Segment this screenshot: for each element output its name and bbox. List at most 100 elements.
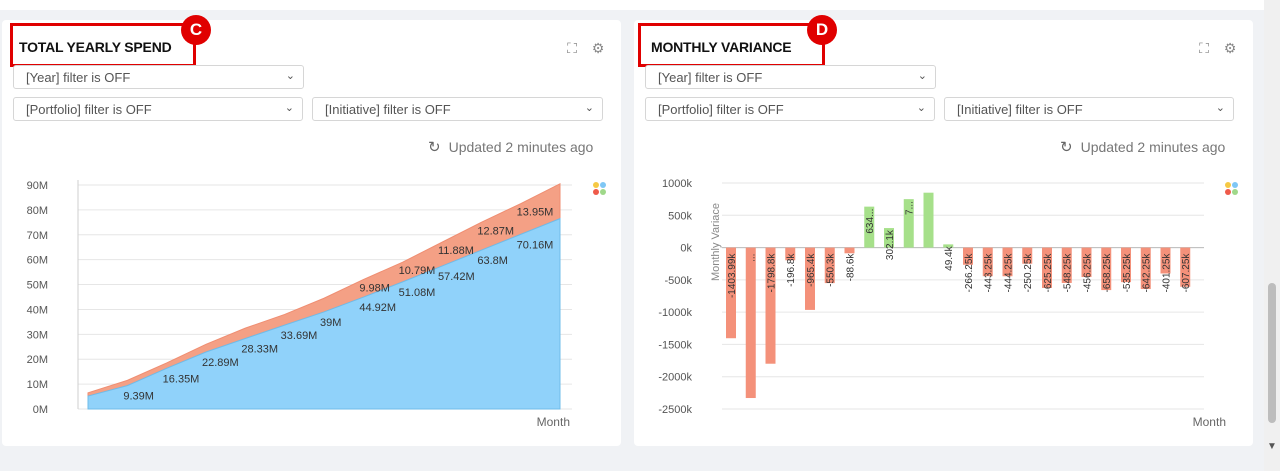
bar-data-label: 634... (865, 209, 876, 234)
bar-data-label: -88.6k (846, 253, 857, 282)
scrollbar-thumb[interactable] (1268, 283, 1276, 423)
bar-data-label: -196.8k (786, 253, 797, 287)
variance-bar (864, 206, 875, 248)
bar-data-label: ... (747, 254, 758, 262)
x-axis-label: Month (1193, 415, 1226, 429)
chevron-down-icon: ⌄ (917, 70, 927, 82)
variance-bar (1081, 247, 1092, 278)
spend-data-label: 57.42M (438, 271, 475, 283)
total-data-label: 11.88M (438, 245, 474, 257)
bar-data-label: -444.25k (1004, 253, 1015, 293)
scroll-down-arrow-icon[interactable]: ▼ (1267, 441, 1277, 452)
refresh-icon[interactable]: ↻ (428, 139, 441, 156)
legend-toggle-icon[interactable] (1225, 182, 1239, 196)
variance-bar (824, 247, 835, 284)
variance-bar (1042, 247, 1052, 288)
panel-tools: ⛶ ⚙ (1196, 40, 1238, 56)
year-filter-value: [Year] filter is OFF (658, 70, 763, 85)
expand-icon[interactable]: ⛶ (567, 40, 577, 56)
expand-icon[interactable]: ⛶ (1199, 40, 1209, 56)
chevron-down-icon: ⌄ (285, 70, 295, 82)
bar-data-label: -548.25k (1063, 253, 1074, 293)
variance-bar (1101, 247, 1112, 291)
y-tick-label: -2500k (658, 404, 692, 416)
variance-bar (1121, 247, 1131, 283)
year-filter-select[interactable]: [Year] filter is OFF ⌄ (13, 65, 304, 89)
updated-text: Updated 2 minutes ago (1080, 139, 1226, 155)
y-axis-label: Monthly Variace (710, 203, 722, 281)
variance-bar (923, 192, 934, 248)
y-tick-label: 20M (27, 354, 48, 366)
monthly-variance-panel: MONTHLY VARIANCE D ⛶ ⚙ [Year] filter is … (634, 15, 1253, 446)
variance-bar (1002, 247, 1013, 277)
panel-title: TOTAL YEARLY SPEND (19, 39, 172, 55)
chevron-down-icon: ⌄ (916, 102, 926, 114)
portfolio-filter-select[interactable]: [Portfolio] filter is OFF ⌄ (645, 97, 935, 121)
bar-data-label: 49.4k (944, 245, 955, 270)
gear-icon[interactable]: ⚙ (1223, 40, 1237, 56)
bar-data-label: -965.4k (806, 253, 817, 287)
y-tick-label: -1500k (658, 339, 692, 351)
bar-data-label: -401.25k (1162, 253, 1173, 293)
updated-text: Updated 2 minutes ago (448, 139, 594, 155)
x-axis-label: Month (537, 415, 570, 429)
chevron-down-icon: ⌄ (284, 102, 294, 114)
variance-bar (1160, 247, 1171, 274)
variance-bar (844, 247, 855, 254)
bar-data-label: -642.25k (1142, 253, 1153, 293)
variance-bar (963, 247, 973, 265)
variance-bar (903, 199, 914, 248)
y-tick-label: 40M (27, 304, 48, 316)
y-tick-label: 0k (680, 243, 692, 255)
total-data-label: 9.98M (359, 283, 390, 295)
total-data-label: 13.95M (517, 207, 554, 219)
initiative-filter-value: [Initiative] filter is OFF (325, 102, 451, 117)
initiative-filter-select[interactable]: [Initiative] filter is OFF ⌄ (944, 97, 1234, 121)
bar-data-label: -607.25k (1181, 253, 1192, 293)
y-tick-label: -1000k (658, 307, 692, 319)
initiative-filter-select[interactable]: [Initiative] filter is OFF ⌄ (312, 97, 603, 121)
bar-data-label: 302.1k (885, 229, 896, 260)
y-tick-label: 500k (668, 210, 692, 222)
bar-data-label: -456.25k (1083, 253, 1094, 293)
variance-bar (1180, 247, 1191, 287)
spend-data-label: 9.39M (123, 391, 154, 403)
portfolio-filter-select[interactable]: [Portfolio] filter is OFF ⌄ (13, 97, 303, 121)
variance-bar (745, 247, 756, 399)
y-tick-label: -500k (664, 275, 692, 287)
y-tick-label: 30M (27, 329, 48, 341)
panel-title-callout: TOTAL YEARLY SPEND (10, 23, 196, 67)
gear-icon[interactable]: ⚙ (591, 40, 605, 56)
updated-status: ↻ Updated 2 minutes ago (428, 138, 593, 156)
variance-bar (726, 247, 736, 339)
variance-bar (765, 247, 776, 364)
spend-data-label: 70.16M (517, 239, 554, 251)
bar-data-label: -535.25k (1122, 253, 1133, 293)
page-scrollbar[interactable]: ▼ (1264, 0, 1280, 471)
spend-data-label: 44.92M (359, 302, 396, 314)
panel-tools: ⛶ ⚙ (564, 40, 606, 56)
y-tick-label: 10M (27, 379, 48, 391)
y-tick-label: 80M (27, 205, 48, 217)
year-filter-value: [Year] filter is OFF (26, 70, 131, 85)
spend-data-label: 63.8M (477, 255, 508, 267)
year-filter-select[interactable]: [Year] filter is OFF ⌄ (645, 65, 936, 89)
bar-data-label: 7... (905, 201, 916, 215)
y-tick-label: 50M (27, 280, 48, 292)
portfolio-filter-value: [Portfolio] filter is OFF (658, 102, 784, 117)
panel-title-callout: MONTHLY VARIANCE (638, 23, 825, 67)
panel-title: MONTHLY VARIANCE (651, 39, 792, 55)
bar-data-label: -266.25k (964, 253, 975, 293)
legend-toggle-icon[interactable] (593, 182, 607, 196)
variance-bar (943, 244, 954, 248)
callout-badge: D (807, 15, 837, 45)
monthly-variance-chart: 1000k 500k 0k -500k -1000k -1500k -2000k -2500k… (658, 178, 1226, 429)
bar-data-label: -1403.99k (727, 253, 738, 298)
spend-area (87, 217, 561, 410)
bar-data-label: -443.25k (984, 253, 995, 293)
y-tick-label: -2000k (658, 372, 692, 384)
spend-data-label: 22.89M (202, 357, 239, 369)
refresh-icon[interactable]: ↻ (1060, 139, 1073, 156)
total-yearly-spend-panel: TOTAL YEARLY SPEND C ⛶ ⚙ [Year] filter i… (2, 15, 621, 446)
total-data-label: 10.79M (399, 265, 436, 277)
